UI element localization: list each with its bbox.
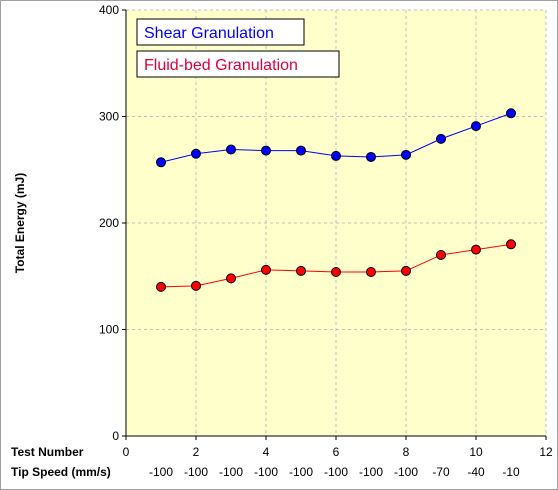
series <box>156 108 516 292</box>
fluid-bed-granulation-point <box>261 264 271 275</box>
legend-box-shear-granulation <box>136 18 305 46</box>
y-axis-title: Total Energy (mJ) <box>13 173 27 273</box>
x-tick-label: 10 <box>469 445 483 459</box>
x-tick-label: 12 <box>539 445 553 459</box>
legend-label-fluid-bed-granulation: Fluid-bed Granulation <box>144 57 298 74</box>
y-tick-label: 300 <box>99 110 119 124</box>
shear-granulation-point <box>296 145 306 156</box>
tip-speed-label: -10 <box>502 465 520 479</box>
fluid-bed-granulation-point <box>506 239 516 250</box>
fluid-bed-granulation-point <box>401 265 411 276</box>
shear-granulation-point <box>471 121 481 132</box>
tip-speed-label: -100 <box>184 465 208 479</box>
y-tick-label: 400 <box>99 3 119 17</box>
x-tick-label: 0 <box>123 445 130 459</box>
shear-granulation-point <box>156 157 166 168</box>
tip-speed-label: -40 <box>467 465 485 479</box>
tip-speed-label: -100 <box>324 465 348 479</box>
shear-granulation-point <box>226 144 236 155</box>
fluid-bed-granulation-point <box>331 266 341 277</box>
shear-granulation-point <box>261 145 271 156</box>
legend-label-shear-granulation: Shear Granulation <box>144 25 274 42</box>
x-tick-label: 4 <box>263 445 270 459</box>
y-tick-label: 100 <box>99 323 119 337</box>
axes <box>122 9 547 440</box>
x-axis-row-label-tip-speed: Tip Speed (mm/s) <box>11 465 111 479</box>
fluid-bed-granulation-point <box>156 281 166 292</box>
tip-speed-label: -100 <box>219 465 243 479</box>
tick-labels: 0 100 200 300 400 0 2 4 6 8 10 12 -100 -100 -100 -100 -1… <box>99 3 553 479</box>
shear-granulation-point <box>506 108 516 119</box>
y-tick-label: 200 <box>99 216 119 230</box>
fluid-bed-granulation-point <box>471 244 481 255</box>
y-tick-label: 0 <box>112 429 119 443</box>
shear-granulation-point <box>436 133 446 144</box>
shear-granulation-point <box>191 148 201 159</box>
grid <box>126 9 547 436</box>
legend: Shear Granulation Fluid-bed Granulation <box>136 18 340 78</box>
fluid-bed-granulation-point <box>296 265 306 276</box>
legend-box-fluid-bed-granulation <box>136 50 340 78</box>
tip-speed-label: -100 <box>289 465 313 479</box>
fluid-bed-granulation-point <box>436 249 446 260</box>
shear-granulation-point <box>366 151 376 162</box>
tip-speed-label: -100 <box>359 465 383 479</box>
tip-speed-label: -70 <box>432 465 450 479</box>
x-axis-row-label-test-number: Test Number <box>11 445 84 459</box>
fluid-bed-granulation-point <box>366 266 376 277</box>
tip-speed-label: -100 <box>149 465 173 479</box>
fluid-bed-granulation-point <box>226 273 236 284</box>
tip-speed-label: -100 <box>254 465 278 479</box>
x-tick-label: 6 <box>333 445 340 459</box>
shear-granulation-point <box>331 150 341 161</box>
fluid-bed-granulation-point <box>191 280 201 291</box>
tip-speed-label: -100 <box>394 465 418 479</box>
x-tick-label: 2 <box>193 445 200 459</box>
x-tick-label: 8 <box>403 445 410 459</box>
shear-granulation-point <box>401 149 411 160</box>
